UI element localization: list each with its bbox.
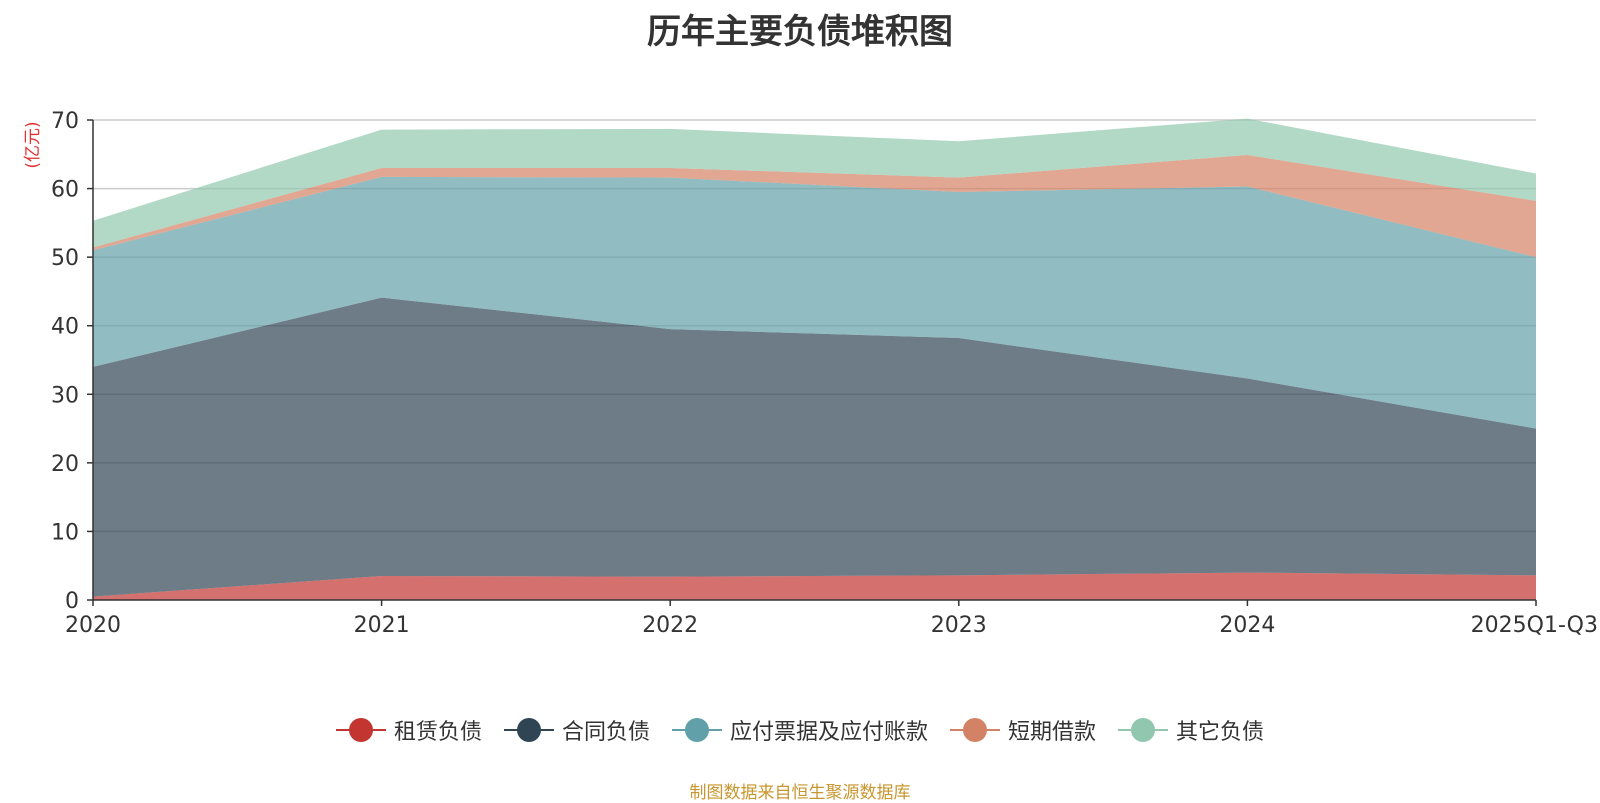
source-note: 制图数据来自恒生聚源数据库 xyxy=(689,783,911,803)
legend-marker-icon xyxy=(671,718,722,742)
area-series-3 xyxy=(93,154,1536,258)
legend-label: 应付票据及应付账款 xyxy=(729,720,928,745)
y-tick-label: 20 xyxy=(51,452,79,477)
legend-item[interactable]: 其它负债 xyxy=(1118,714,1264,746)
x-tick-label: 2025Q1-Q3 xyxy=(1471,613,1598,638)
legend-marker-icon xyxy=(1118,718,1169,742)
legend-label: 短期借款 xyxy=(1008,720,1097,745)
y-axis-unit-label: (亿元) xyxy=(23,121,43,168)
legend-item[interactable]: 应付票据及应付账款 xyxy=(671,714,928,746)
legend-label: 租赁负债 xyxy=(393,720,482,745)
legend-item[interactable]: 租赁负债 xyxy=(335,714,482,746)
y-tick-label: 0 xyxy=(65,589,79,614)
y-tick-label: 50 xyxy=(51,246,79,271)
x-tick-label: 2024 xyxy=(1219,613,1275,638)
legend-label: 其它负债 xyxy=(1176,720,1265,745)
chart-title: 历年主要负债堆积图 xyxy=(647,12,953,52)
legend-label: 合同负债 xyxy=(561,720,650,745)
legend-marker-icon xyxy=(950,718,1000,742)
area-series-2 xyxy=(93,176,1536,429)
area-series-1 xyxy=(93,297,1536,597)
legend-marker-icon xyxy=(335,718,386,742)
y-tick-label: 60 xyxy=(51,178,79,203)
x-tick-label: 2020 xyxy=(65,613,121,638)
y-tick-label: 40 xyxy=(51,315,79,340)
x-tick-label: 2022 xyxy=(642,613,698,638)
x-tick-label: 2023 xyxy=(931,613,987,638)
legend-item[interactable]: 短期借款 xyxy=(950,714,1096,746)
y-tick-label: 30 xyxy=(51,383,79,408)
legend-item[interactable]: 合同负债 xyxy=(503,714,650,746)
area-series-0 xyxy=(93,572,1536,600)
y-tick-label: 70 xyxy=(51,109,79,134)
legend: 租赁负债 合同负债 应付票据及应付账款 短期借款 其它负债 xyxy=(0,714,1600,746)
y-tick-label: 10 xyxy=(51,520,79,545)
x-tick-label: 2021 xyxy=(354,613,410,638)
area-series-4 xyxy=(93,118,1536,248)
legend-marker-icon xyxy=(503,718,554,742)
